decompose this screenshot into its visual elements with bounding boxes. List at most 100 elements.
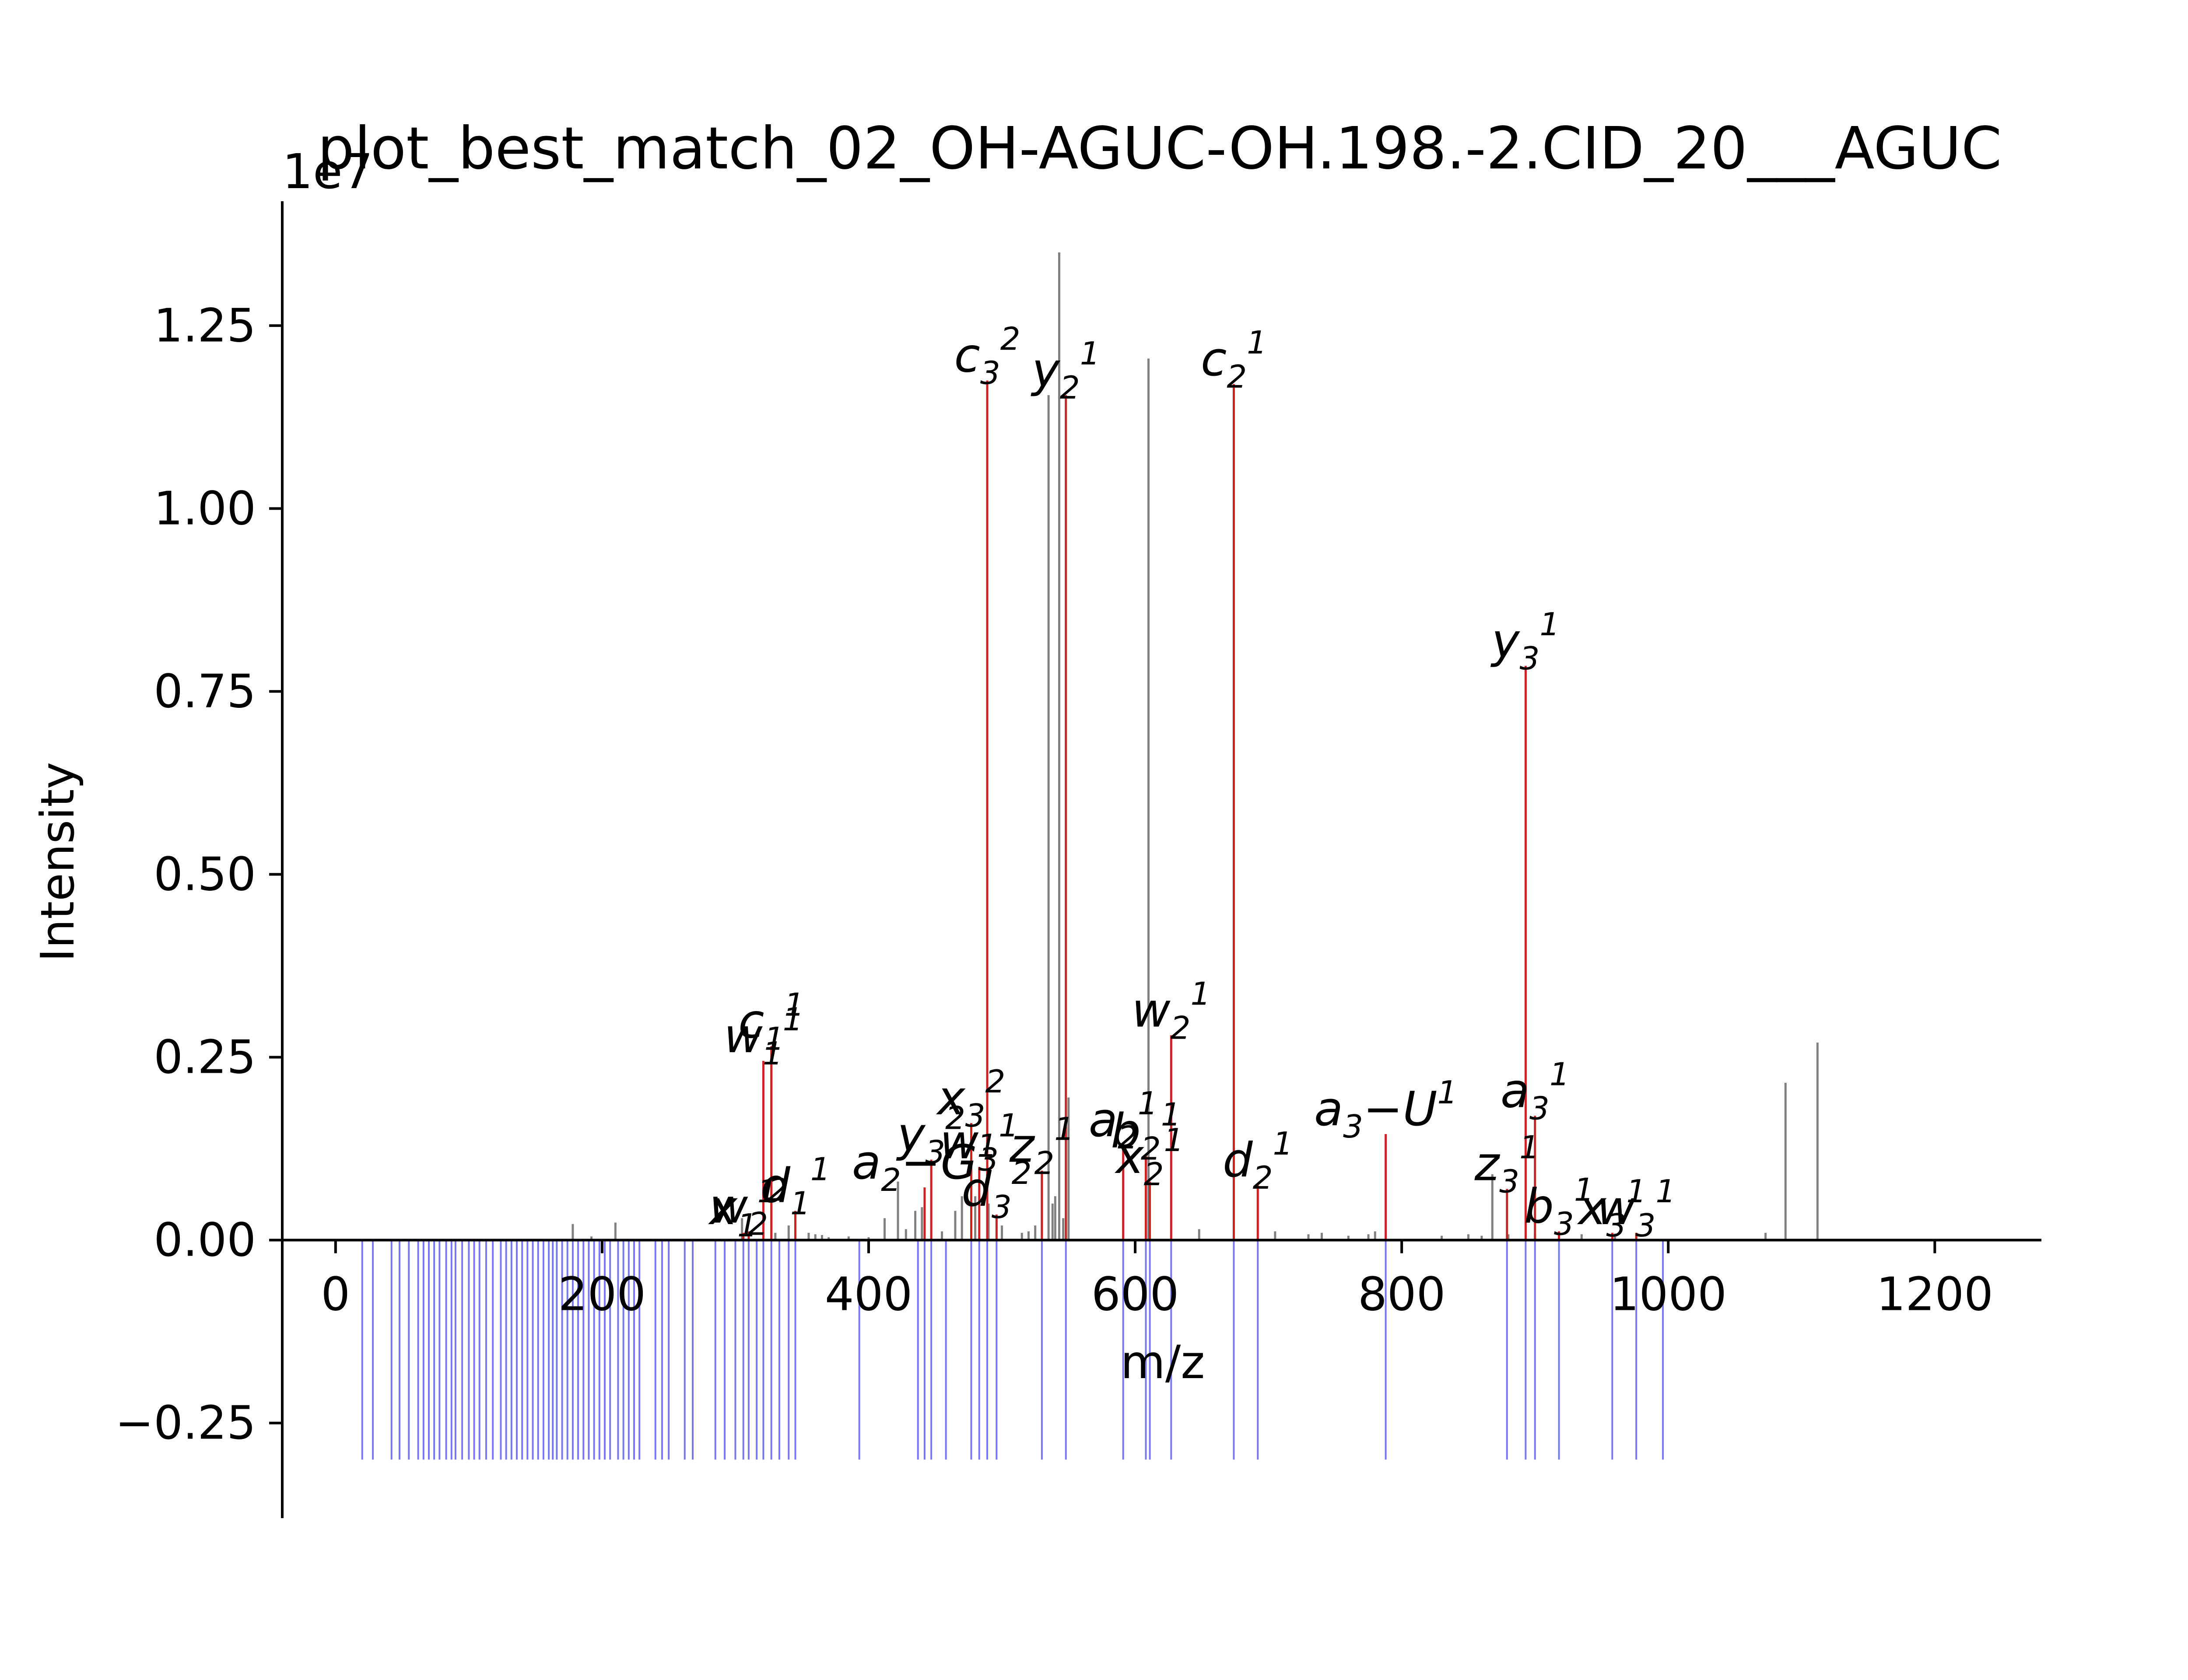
ion-label: b21 <box>1111 1096 1181 1167</box>
unmatched-peaks <box>572 252 1819 1240</box>
ion-label-sub: 3 <box>1606 1207 1627 1244</box>
y-tick-label: 0.00 <box>154 1214 256 1267</box>
ion-label-sup: 1 <box>1273 1125 1293 1162</box>
ion-label-sub: 3 <box>980 355 1000 392</box>
ion-label-sub: 2 <box>748 1205 768 1242</box>
ion-label-sub: 3 <box>992 1189 1012 1225</box>
ion-label: y32 <box>896 1100 965 1171</box>
ion-label-sub: 2 <box>881 1162 901 1198</box>
ion-label: w21 <box>1132 975 1210 1046</box>
y-offset-label: 1e7 <box>282 144 373 200</box>
y-axis-ticks: −0.25 0.00 0.25 0.50 0.75 1.00 1.25 <box>115 299 282 1450</box>
ion-label: x21 <box>1115 1122 1184 1193</box>
ion-label-sub: 3 <box>1343 1108 1363 1145</box>
ion-label-sub: 2 <box>1118 1119 1138 1156</box>
ion-label-sub: 2 <box>1034 1145 1054 1182</box>
y-tick-label: 0.75 <box>154 665 256 718</box>
x-tick-label: 800 <box>1358 1268 1445 1321</box>
ion-label-sup: 1 <box>1574 1171 1594 1208</box>
ion-label: z31 <box>1474 1129 1539 1200</box>
ion-label: a2−G1 <box>852 1127 997 1198</box>
ion-label: d11 <box>760 1151 830 1222</box>
ion-label-sup: 1 <box>1080 335 1100 372</box>
ion-label: x31 <box>1577 1173 1647 1244</box>
ion-label-sub: 1 <box>790 1185 810 1222</box>
ion-label-sub: 2 <box>1253 1159 1273 1196</box>
ion-label: a31 <box>1501 1056 1570 1127</box>
ion-label-letter: a <box>852 1135 881 1190</box>
ion-label-sup: 1 <box>1539 606 1560 643</box>
ion-label-sup: 1 <box>1164 1122 1184 1158</box>
ion-label-sub: 3 <box>965 1097 985 1134</box>
ion-label-letter: c <box>954 329 980 383</box>
ion-label-suffix: −G <box>901 1135 977 1190</box>
ion-label-sup: 1 <box>1519 1129 1539 1166</box>
ion-label-letter: x <box>1577 1181 1607 1236</box>
ion-label-sup: 1 <box>1655 1173 1676 1210</box>
y-tick-label: −0.25 <box>115 1396 256 1450</box>
ion-label-letter: x <box>708 1181 738 1236</box>
ion-label-sub: 3 <box>1499 1163 1519 1200</box>
ion-label-suffix: −U <box>1363 1082 1438 1137</box>
ion-label: w31 <box>940 1107 1019 1178</box>
ion-label-letter: c <box>1201 332 1227 387</box>
ion-label-sub: 3 <box>1554 1205 1574 1242</box>
ion-label: d32 <box>961 1155 1031 1225</box>
ion-label-letter: a <box>1089 1093 1118 1148</box>
ion-label-sup: 1 <box>1161 1096 1181 1133</box>
ion-label-letter: w <box>709 1179 748 1234</box>
ion-label-sup: 1 <box>1138 1085 1158 1122</box>
ion-label-letter: d <box>1223 1133 1253 1188</box>
matched-peaks <box>742 380 1637 1240</box>
ion-label: d21 <box>1223 1125 1293 1196</box>
ion-label-sup: 2 <box>1012 1155 1032 1191</box>
ion-label-letter: x <box>936 1071 966 1126</box>
ion-label-sup: 1 <box>783 1001 803 1038</box>
ion-label-sup: 2 <box>985 1063 1005 1100</box>
y-tick-label: 0.25 <box>154 1031 256 1084</box>
ion-label-letter: w <box>940 1115 979 1169</box>
x-tick-label: 0 <box>321 1268 350 1321</box>
x-tick-label: 1200 <box>1876 1268 1993 1321</box>
ion-label-sup: 1 <box>1550 1056 1570 1092</box>
ion-label: c21 <box>1201 324 1267 395</box>
ion-label: w22 <box>709 1171 788 1242</box>
ion-label-sup: 2 <box>1000 321 1020 357</box>
x-axis-ticks: 0 200 400 600 800 1000 1200 <box>321 1240 1993 1321</box>
x-tick-label: 400 <box>825 1268 912 1321</box>
ion-label-sub: 2 <box>1060 369 1080 406</box>
ion-label-letter: c <box>738 994 764 1049</box>
ion-label: c11 <box>738 986 804 1057</box>
ion-label-sub: 2 <box>1171 1009 1191 1046</box>
x-tick-label: 200 <box>558 1268 646 1321</box>
ion-label-letter: z <box>1009 1119 1035 1173</box>
ion-label-sup: 2 <box>768 1171 788 1208</box>
ion-label-sub: 1 <box>763 1035 783 1072</box>
ion-label-sup: 1 <box>1247 324 1267 361</box>
ion-label-sup: 1 <box>810 1151 831 1188</box>
ion-label-sub: 2 <box>1227 358 1247 395</box>
ion-label-letter: a <box>1501 1064 1529 1118</box>
ion-label-sup: 1 <box>1190 975 1210 1012</box>
x-tick-label: 600 <box>1091 1268 1179 1321</box>
ion-label-sub: 2 <box>1141 1130 1161 1167</box>
ion-label-sub: 1 <box>737 1207 757 1244</box>
ion-label-sup: 1 <box>1438 1074 1458 1111</box>
ion-label-letter: b <box>1111 1104 1141 1158</box>
y-tick-label: 1.00 <box>154 482 256 535</box>
ion-label-letter: x <box>1115 1130 1144 1184</box>
ion-label-sub: 3 <box>978 1141 999 1178</box>
ion-label-letter: d <box>760 1159 791 1214</box>
ion-label-letter: w <box>1132 983 1171 1038</box>
ion-label-sub: 2 <box>1144 1156 1164 1193</box>
ion-label-letter: b <box>1524 1179 1554 1234</box>
ion-label: c32 <box>954 321 1020 392</box>
ion-label-sup: 1 <box>999 1107 1019 1144</box>
ion-label-letter: y <box>1031 343 1061 398</box>
chart-title: plot_best_match_02_OH-AGUC-OH.198.-2.CID… <box>317 115 2002 182</box>
ion-label-sup: 1 <box>757 1173 778 1210</box>
ion-label-sup: 1 <box>1054 1111 1074 1148</box>
ion-label: w31 <box>1597 1173 1676 1244</box>
